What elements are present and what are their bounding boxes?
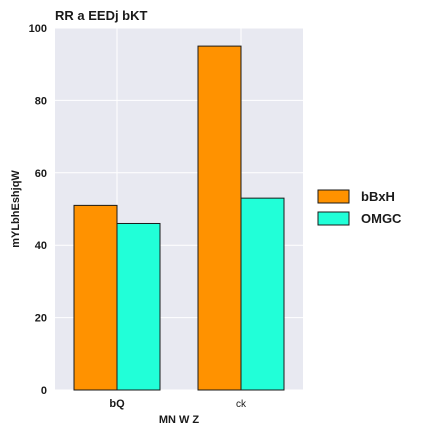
y-tick-label: 100 [29, 23, 47, 35]
legend: bBxH OMGC [317, 189, 402, 226]
x-tick-label: bQ [109, 398, 125, 410]
y-axis-ticks: 0 20 40 60 80 100 [29, 23, 47, 397]
bar-OMGC-ck [240, 197, 285, 391]
y-tick-label: 20 [35, 313, 47, 325]
bar-bBxH-bQ [73, 204, 118, 391]
legend-swatch [317, 211, 350, 226]
x-axis-label: MN W Z [159, 414, 200, 426]
y-tick-label: 40 [35, 240, 47, 252]
legend-label: OMGC [361, 211, 402, 226]
legend-swatch [317, 189, 350, 204]
legend-label: bBxH [361, 189, 395, 204]
y-tick-label: 80 [35, 95, 47, 107]
bar-OMGC-bQ [116, 222, 161, 391]
x-tick-label: ck [236, 399, 247, 410]
bars [73, 45, 285, 391]
bar-bBxH-ck [197, 45, 242, 391]
y-axis-label: mYLbhEshjqW [10, 170, 22, 248]
y-tick-label: 0 [41, 385, 47, 397]
chart-title: RR a EEDj bKT [55, 8, 148, 23]
y-tick-label: 60 [35, 168, 47, 180]
x-axis-ticks: bQ ck [109, 398, 247, 410]
